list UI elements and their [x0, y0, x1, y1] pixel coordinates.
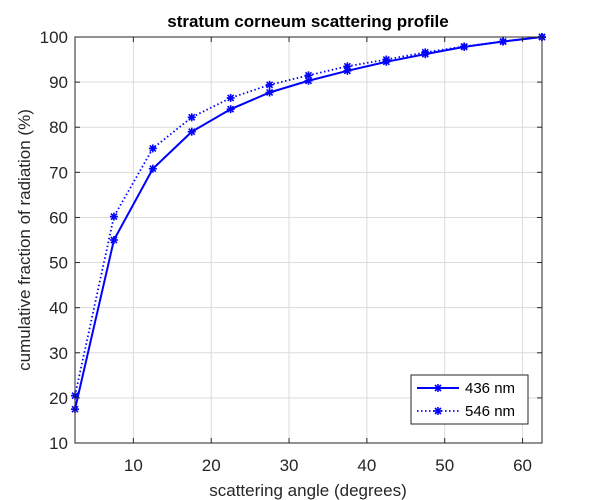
y-tick-label: 60 — [49, 208, 68, 227]
y-tick-label: 100 — [40, 28, 68, 47]
series-546-nm — [71, 33, 546, 400]
y-tick-label: 40 — [49, 299, 68, 318]
y-tick-label: 30 — [49, 344, 68, 363]
data-point — [148, 164, 157, 173]
y-tick-label: 80 — [49, 118, 68, 137]
legend-box — [410, 374, 529, 425]
legend-marker — [434, 384, 442, 392]
data-point — [109, 236, 118, 244]
legend-label: 546 nm — [465, 403, 515, 420]
x-tick-label: 10 — [124, 456, 143, 475]
data-point — [421, 48, 430, 57]
y-axis-label: cumulative fraction of radiation (%) — [15, 109, 34, 371]
y-tick-label: 90 — [49, 73, 68, 92]
x-tick-label: 60 — [513, 456, 532, 475]
x-tick-label: 50 — [435, 456, 454, 475]
legend-label: 436 nm — [465, 380, 515, 397]
data-point — [460, 42, 469, 51]
data-point — [265, 80, 274, 89]
series-layer — [71, 33, 546, 414]
data-point — [226, 93, 235, 102]
data-point — [187, 113, 196, 122]
y-tick-label: 20 — [49, 389, 68, 408]
data-point — [499, 37, 508, 46]
x-axis-label: scattering angle (degrees) — [209, 481, 407, 500]
legend-entry: 546 nm — [417, 403, 515, 420]
x-tick-label: 20 — [202, 456, 221, 475]
legend-entries: 436 nm 546 nm — [417, 380, 515, 420]
y-tick-label: 70 — [49, 163, 68, 182]
x-tick-label: 40 — [357, 456, 376, 475]
chart-title: stratum corneum scattering profile — [167, 12, 449, 31]
x-tick-label: 30 — [280, 456, 299, 475]
data-point — [304, 71, 313, 80]
y-tick-label: 50 — [49, 254, 68, 273]
data-point — [109, 212, 118, 221]
legend: 436 nm 546 nm — [410, 374, 529, 425]
data-point — [226, 105, 235, 114]
data-point — [265, 88, 274, 97]
plot-area-border — [74, 36, 543, 444]
data-point — [187, 127, 196, 136]
data-point — [382, 55, 391, 64]
y-tick-label: 10 — [49, 434, 68, 453]
data-point — [148, 144, 157, 153]
data-point — [343, 62, 352, 71]
ticks: 10 20 30 40 50 60 10 20 30 40 50 60 70 80 90 100 — [40, 28, 542, 475]
legend-marker — [434, 407, 442, 415]
legend-entry: 436 nm — [417, 380, 515, 397]
